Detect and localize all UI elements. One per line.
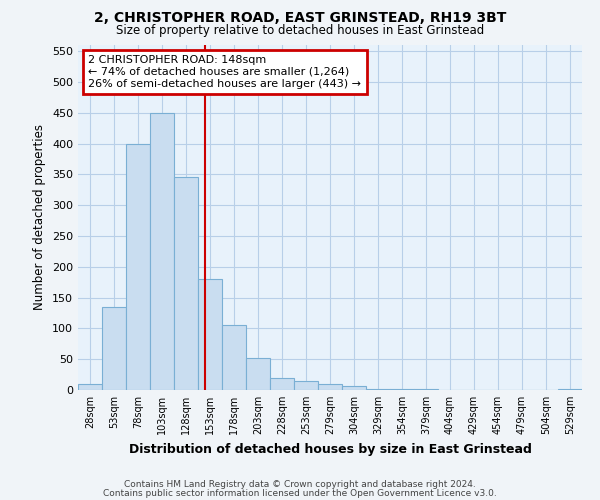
Bar [270, 378, 294, 390]
X-axis label: Distribution of detached houses by size in East Grinstead: Distribution of detached houses by size … [128, 442, 532, 456]
Text: Contains HM Land Registry data © Crown copyright and database right 2024.: Contains HM Land Registry data © Crown c… [124, 480, 476, 489]
Bar [78, 384, 102, 390]
Bar [342, 386, 366, 390]
Bar [174, 178, 198, 390]
Bar [222, 326, 246, 390]
Text: Contains public sector information licensed under the Open Government Licence v3: Contains public sector information licen… [103, 488, 497, 498]
Bar [126, 144, 150, 390]
Text: 2 CHRISTOPHER ROAD: 148sqm
← 74% of detached houses are smaller (1,264)
26% of s: 2 CHRISTOPHER ROAD: 148sqm ← 74% of deta… [88, 56, 361, 88]
Text: 2, CHRISTOPHER ROAD, EAST GRINSTEAD, RH19 3BT: 2, CHRISTOPHER ROAD, EAST GRINSTEAD, RH1… [94, 11, 506, 25]
Text: Size of property relative to detached houses in East Grinstead: Size of property relative to detached ho… [116, 24, 484, 37]
Bar [558, 389, 582, 390]
Bar [102, 307, 126, 390]
Bar [318, 384, 342, 390]
Bar [390, 389, 414, 390]
Bar [294, 382, 318, 390]
Bar [198, 279, 222, 390]
Bar [150, 113, 174, 390]
Bar [246, 358, 270, 390]
Bar [366, 389, 390, 390]
Y-axis label: Number of detached properties: Number of detached properties [34, 124, 46, 310]
